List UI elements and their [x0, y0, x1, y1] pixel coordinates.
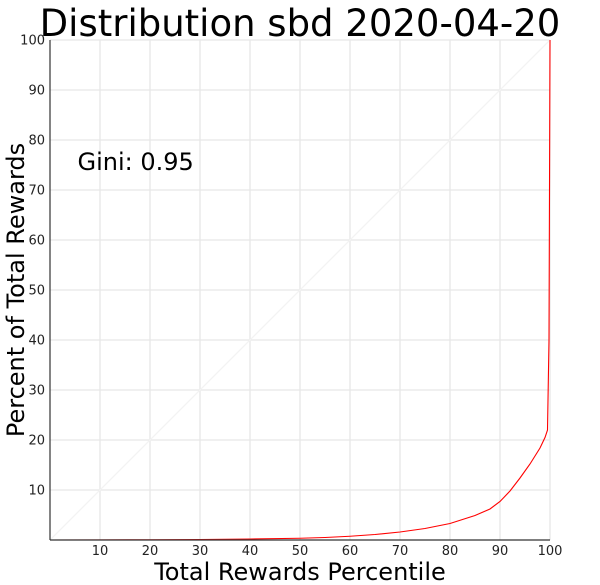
- y-tick-label-20: 20: [28, 434, 45, 449]
- y-tick-label-90: 90: [28, 84, 45, 99]
- y-tick-label-10: 10: [28, 484, 45, 499]
- y-tick-label-30: 30: [28, 384, 45, 399]
- x-tick-label-70: 70: [392, 544, 409, 559]
- grid-layer: [50, 39, 551, 540]
- x-tick-label-20: 20: [142, 544, 159, 559]
- x-tick-label-90: 90: [492, 544, 509, 559]
- chart-title: Distribution sbd 2020-04-20: [40, 2, 561, 45]
- y-tick-label-60: 60: [28, 234, 45, 249]
- x-tick-label-10: 10: [92, 544, 109, 559]
- gini-annotation: Gini: 0.95: [78, 148, 194, 176]
- series-layer: [49, 39, 551, 541]
- x-tick-label-40: 40: [242, 544, 259, 559]
- y-tick-label-100: 100: [20, 34, 45, 49]
- equality-line: [49, 39, 551, 541]
- x-tick-label-30: 30: [192, 544, 209, 559]
- lorenz-curve-line: [49, 39, 551, 541]
- x-tick-label-100: 100: [538, 544, 563, 559]
- annotation-layer: Gini: 0.95: [78, 148, 194, 176]
- y-tick-label-70: 70: [28, 184, 45, 199]
- tick-layer: 10 20 30 40 50 60 70 80 90 100 10 20 30 40 50 60 70 80 90 1…: [20, 34, 562, 560]
- y-axis-label: Percent of Total Rewards: [2, 143, 30, 437]
- x-axis-label: Total Rewards Percentile: [153, 558, 446, 585]
- y-tick-label-40: 40: [28, 334, 45, 349]
- x-tick-label-60: 60: [342, 544, 359, 559]
- y-tick-label-50: 50: [28, 284, 45, 299]
- x-tick-label-50: 50: [292, 544, 309, 559]
- axes-layer: [49, 40, 550, 541]
- x-tick-label-80: 80: [442, 544, 459, 559]
- y-tick-label-80: 80: [28, 134, 45, 149]
